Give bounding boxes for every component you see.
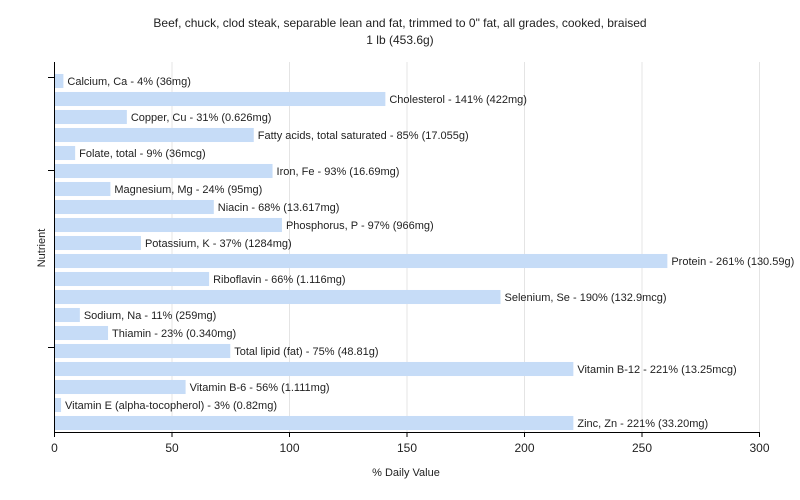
x-tick-label: 100 [279, 441, 299, 455]
bar-label: Calcium, Ca - 4% (36mg) [67, 76, 190, 88]
bar [55, 109, 127, 125]
bar-label: Potassium, K - 37% (1284mg) [145, 238, 292, 250]
bar [55, 379, 186, 395]
x-tick-label: 250 [632, 441, 652, 455]
bar [55, 289, 501, 305]
bars: Calcium, Ca - 4% (36mg) Cholesterol - 141… [55, 73, 794, 431]
bar [55, 127, 254, 143]
x-tick-label: 50 [165, 441, 179, 455]
bar-label: Sodium, Na - 11% (259mg) [84, 310, 216, 322]
bar-label: Niacin - 68% (13.617mg) [218, 202, 340, 214]
bar-label: Copper, Cu - 31% (0.626mg) [131, 112, 272, 124]
bar [55, 217, 282, 233]
bar-label: Magnesium, Mg - 24% (95mg) [114, 184, 262, 196]
bar [55, 361, 574, 377]
bar [55, 145, 76, 161]
bar-label: Folate, total - 9% (36mcg) [79, 148, 206, 160]
bar-label: Riboflavin - 66% (1.116mg) [213, 274, 345, 286]
axes: 0 50 100 150 200 250 300 [48, 62, 770, 455]
bar [55, 325, 109, 341]
x-tick-label: 150 [397, 441, 417, 455]
bar [55, 253, 668, 269]
y-axis-label: Nutrient [36, 229, 48, 268]
bar-label: Fatty acids, total saturated - 85% (17.0… [258, 130, 469, 142]
bar-label: Total lipid (fat) - 75% (48.81g) [234, 346, 378, 358]
bar [55, 73, 64, 89]
bar [55, 199, 214, 215]
bar-label: Vitamin E (alpha-tocopherol) - 3% (0.82m… [65, 400, 277, 412]
bar [55, 397, 62, 413]
bar-label: Zinc, Zn - 221% (33.20mg) [577, 418, 708, 430]
x-tick-label: 0 [51, 441, 58, 455]
bar-label: Thiamin - 23% (0.340mg) [112, 328, 236, 340]
bar [55, 181, 111, 197]
bar-label: Vitamin B-12 - 221% (13.25mcg) [577, 364, 736, 376]
bar [55, 307, 80, 323]
chart-subtitle: 1 lb (453.6g) [366, 33, 433, 47]
bar [55, 235, 141, 251]
bar-label: Protein - 261% (130.59g) [671, 256, 794, 268]
bar-label: Cholesterol - 141% (422mg) [389, 94, 527, 106]
bar [55, 91, 386, 107]
bar [55, 163, 273, 179]
x-tick-label: 200 [514, 441, 534, 455]
x-axis-label: % Daily Value [372, 467, 440, 479]
chart-title: Beef, chuck, clod steak, separable lean … [153, 16, 646, 30]
x-tick-label: 300 [749, 441, 769, 455]
bar-label: Iron, Fe - 93% (16.69mg) [277, 166, 400, 178]
bar-label: Selenium, Se - 190% (132.9mcg) [505, 292, 667, 304]
bar [55, 271, 210, 287]
bar-label: Phosphorus, P - 97% (966mg) [286, 220, 434, 232]
bar [55, 415, 574, 431]
bar-label: Vitamin B-6 - 56% (1.111mg) [190, 382, 330, 394]
bar [55, 343, 231, 359]
